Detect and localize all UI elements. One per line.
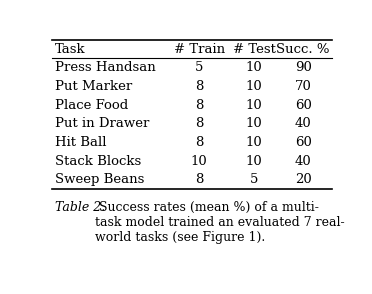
Text: 70: 70 xyxy=(295,80,311,93)
Text: 10: 10 xyxy=(246,80,263,93)
Text: Task: Task xyxy=(55,43,86,56)
Text: Place Food: Place Food xyxy=(55,99,128,112)
Text: 40: 40 xyxy=(295,155,311,168)
Text: # Test: # Test xyxy=(232,43,276,56)
Text: Hit Ball: Hit Ball xyxy=(55,136,107,149)
Text: Put Marker: Put Marker xyxy=(55,80,132,93)
Text: 10: 10 xyxy=(246,136,263,149)
Text: 20: 20 xyxy=(295,173,311,186)
Text: Stack Blocks: Stack Blocks xyxy=(55,155,141,168)
Text: Sweep Beans: Sweep Beans xyxy=(55,173,145,186)
Text: 8: 8 xyxy=(195,173,203,186)
Text: 8: 8 xyxy=(195,99,203,112)
Text: 10: 10 xyxy=(246,155,263,168)
Text: Success rates (mean %) of a multi-
task model trained an evaluated 7 real-
world: Success rates (mean %) of a multi- task … xyxy=(95,201,344,243)
Text: 40: 40 xyxy=(295,117,311,130)
Text: Table 2.: Table 2. xyxy=(55,201,105,213)
Text: 8: 8 xyxy=(195,80,203,93)
Text: 10: 10 xyxy=(246,117,263,130)
Text: 5: 5 xyxy=(250,173,258,186)
Text: 5: 5 xyxy=(195,61,203,74)
Text: 90: 90 xyxy=(295,61,311,74)
Text: 8: 8 xyxy=(195,136,203,149)
Text: 8: 8 xyxy=(195,117,203,130)
Text: 60: 60 xyxy=(295,136,311,149)
Text: Press Handsan: Press Handsan xyxy=(55,61,156,74)
Text: 10: 10 xyxy=(246,99,263,112)
Text: Put in Drawer: Put in Drawer xyxy=(55,117,150,130)
Text: 60: 60 xyxy=(295,99,311,112)
Text: # Train: # Train xyxy=(174,43,225,56)
Text: 10: 10 xyxy=(246,61,263,74)
Text: Succ. %: Succ. % xyxy=(276,43,330,56)
Text: 10: 10 xyxy=(191,155,208,168)
